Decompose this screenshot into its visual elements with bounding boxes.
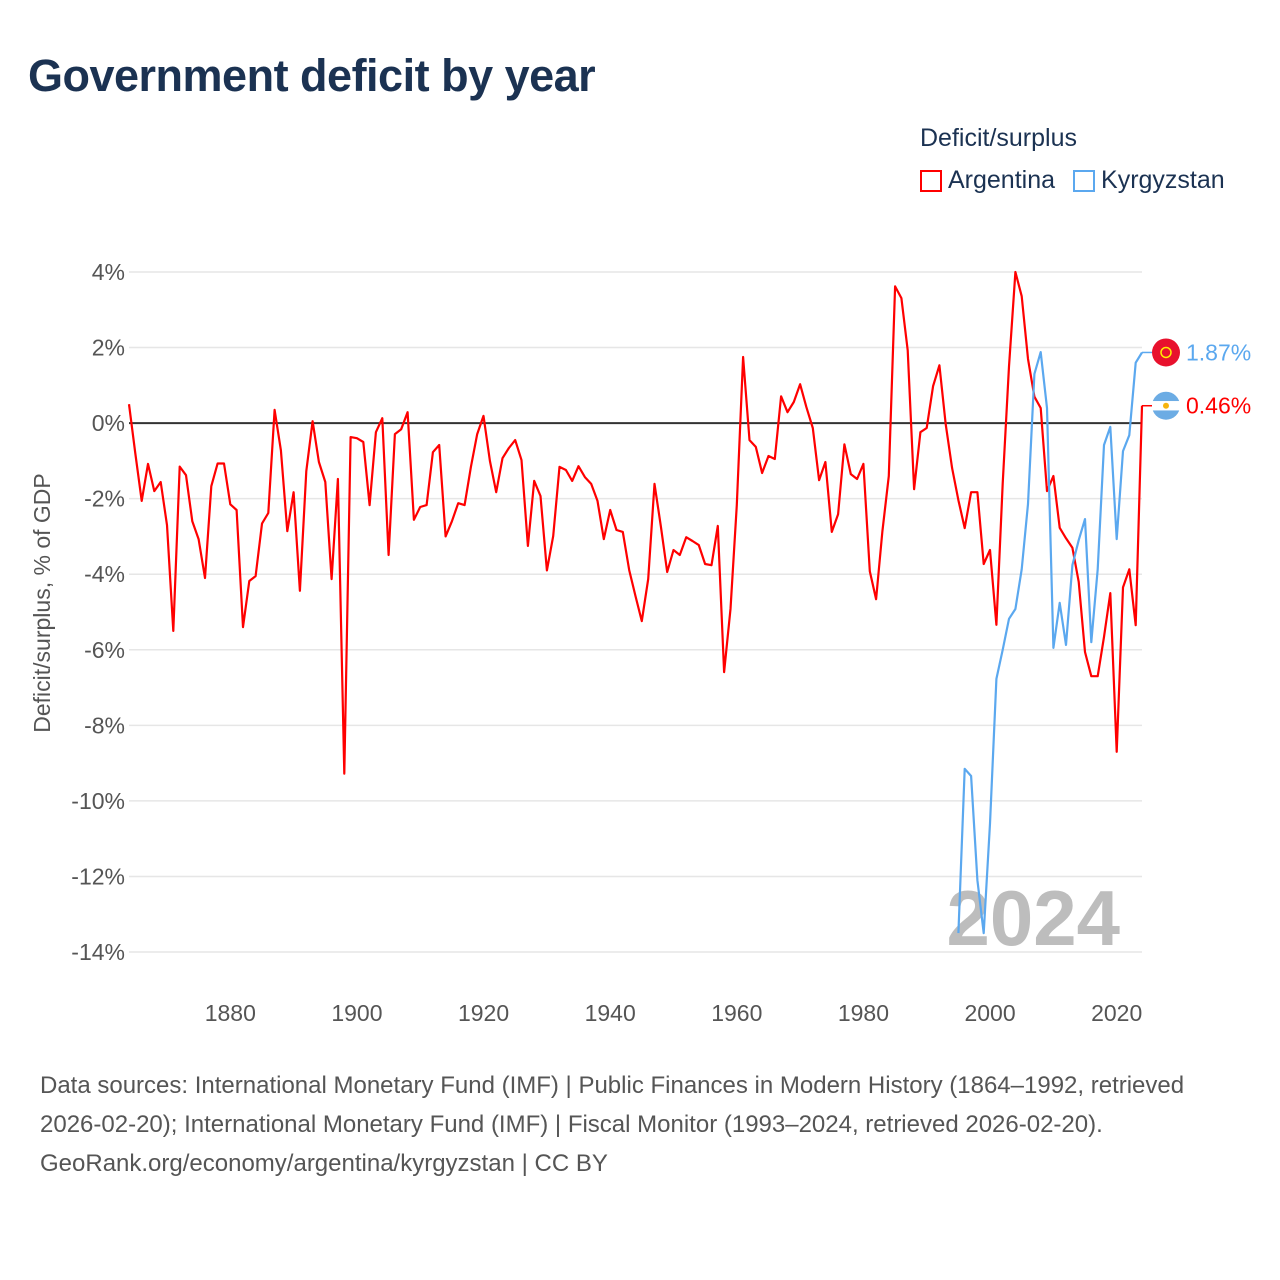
x-tick-label: 1940 (585, 1000, 636, 1026)
x-tick-label: 2000 (964, 1000, 1015, 1026)
year-watermark: 2024 (946, 874, 1120, 962)
y-axis-title: Deficit/surplus, % of GDP (29, 473, 55, 732)
y-tick-label: 0% (92, 410, 125, 436)
y-tick-label: -4% (84, 561, 125, 587)
legend-item-argentina[interactable]: Argentina (920, 166, 1055, 195)
legend-label: Kyrgyzstan (1101, 166, 1225, 194)
legend-swatch-kyrgyzstan (1073, 169, 1096, 192)
x-tick-label: 2020 (1091, 1000, 1142, 1026)
x-tick-label: 1920 (458, 1000, 509, 1026)
legend-swatch-argentina (920, 169, 942, 192)
line-chart: 4% 2% 0% -2% -4% -6% -8% -10% -12% -14% 1880 1900 19… (29, 259, 1251, 1026)
y-tick-label: -14% (71, 939, 125, 965)
series-line-kyrgyzstan (957, 351, 1143, 935)
end-value-label: 1.87% (1186, 339, 1251, 365)
credit-link[interactable]: GeoRank.org/economy/argentina/kyrgyzstan… (40, 1150, 608, 1177)
x-tick-label: 1880 (205, 1000, 256, 1026)
y-tick-label: 4% (92, 259, 125, 285)
y-tick-label: 2% (92, 335, 125, 361)
y-tick-label: -6% (84, 637, 125, 663)
y-tick-label: -12% (71, 863, 125, 889)
x-tick-label: 1980 (838, 1000, 889, 1026)
y-tick-label: -10% (71, 788, 125, 814)
kyrgyzstan-flag-icon (1152, 338, 1180, 367)
x-tick-label: 1960 (711, 1000, 762, 1026)
series-line-argentina (127, 270, 1144, 775)
legend: Argentina Kyrgyzstan (920, 166, 1225, 195)
y-tick-label: -2% (84, 486, 125, 512)
footer: Data sources: International Monetary Fun… (40, 1066, 1240, 1183)
argentina-flag-icon (1152, 391, 1180, 420)
data-sources: Data sources: International Monetary Fun… (40, 1072, 1185, 1138)
legend-item-kyrgyzstan[interactable]: Kyrgyzstan (1073, 166, 1225, 195)
legend-title: Deficit/surplus (920, 124, 1077, 152)
page-title: Government deficit by year (28, 50, 596, 101)
legend-label: Argentina (948, 166, 1056, 194)
y-tick-label: -8% (84, 712, 125, 738)
x-tick-label: 1900 (331, 1000, 382, 1026)
end-value-label: 0.46% (1186, 393, 1251, 419)
